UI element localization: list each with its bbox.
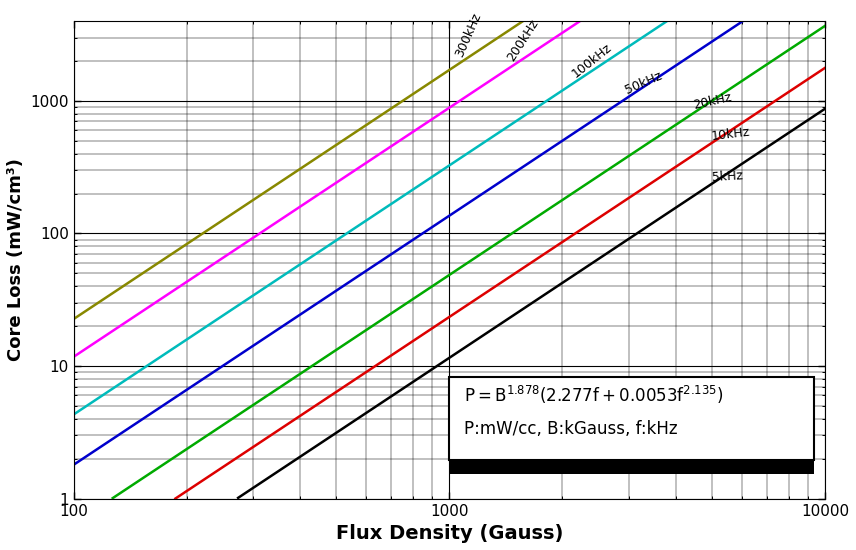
Bar (449, 377, 814, 460)
Text: 10kHz: 10kHz (710, 125, 751, 143)
Text: 100kHz: 100kHz (570, 41, 615, 80)
Text: 300kHz: 300kHz (453, 12, 484, 59)
Text: 200kHz: 200kHz (505, 17, 541, 64)
Y-axis label: Core Loss (mW/cm³): Core Loss (mW/cm³) (7, 158, 25, 361)
Text: P:mW/cc, B:kGauss, f:kHz: P:mW/cc, B:kGauss, f:kHz (465, 420, 678, 438)
X-axis label: Flux Density (Gauss): Flux Density (Gauss) (336, 524, 563, 543)
Text: $\mathregular{P=B^{1.878}(2.277f+0.0053f^{2.135})}$: $\mathregular{P=B^{1.878}(2.277f+0.0053f… (465, 384, 724, 406)
Text: 5kHz: 5kHz (711, 169, 743, 184)
Text: 50kHz: 50kHz (623, 69, 664, 97)
Text: 20kHz: 20kHz (692, 91, 733, 112)
Bar (449, 460, 814, 474)
